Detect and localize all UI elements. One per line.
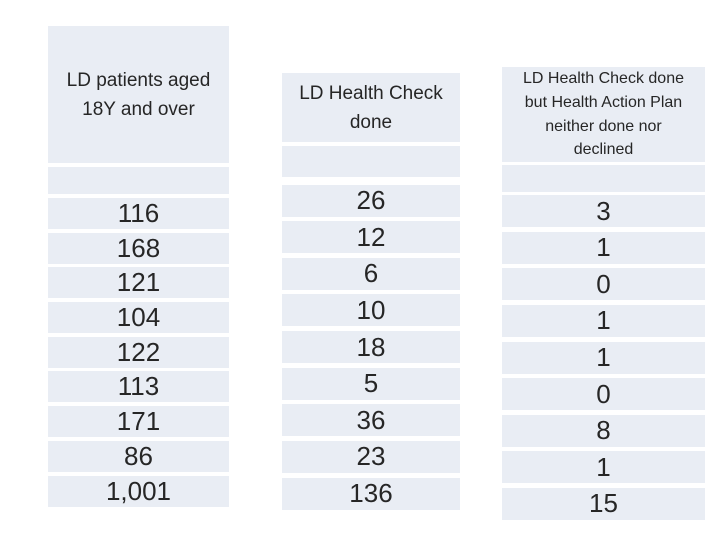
value-cell: 113 (48, 371, 229, 403)
empty-row (48, 167, 229, 194)
column-ld-health-check-done: LD Health Check done 26 12 6 10 18 5 36 … (282, 73, 460, 514)
value-cell: 5 (282, 367, 460, 400)
value-cell: 0 (502, 268, 705, 301)
value-cell: 6 (282, 257, 460, 290)
value-cell: 171 (48, 406, 229, 438)
value-cell: 1 (502, 231, 705, 264)
value-cell: 104 (48, 302, 229, 334)
empty-row (502, 165, 705, 192)
value-cell: 86 (48, 440, 229, 472)
value-cell: 12 (282, 221, 460, 254)
total-cell: 1,001 (48, 475, 229, 507)
value-cell: 26 (282, 184, 460, 217)
value-cell: 0 (502, 378, 705, 411)
value-cell: 116 (48, 198, 229, 229)
column-ld-hc-done-no-hap: LD Health Check done but Health Action P… (502, 67, 705, 525)
column-ld-patients-aged: LD patients aged 18Y and over 116 168 12… (48, 26, 229, 510)
value-cell: 168 (48, 232, 229, 264)
value-cell: 23 (282, 440, 460, 473)
value-cell: 1 (502, 341, 705, 374)
value-cell: 1 (502, 451, 705, 484)
total-cell: 136 (282, 477, 460, 510)
column-header: LD Health Check done (282, 73, 460, 142)
empty-row (282, 145, 460, 177)
value-cell: 1 (502, 304, 705, 337)
column-header: LD Health Check done but Health Action P… (502, 67, 705, 162)
value-cell: 122 (48, 336, 229, 368)
column-header: LD patients aged 18Y and over (48, 26, 229, 163)
value-cell: 10 (282, 294, 460, 327)
total-cell: 15 (502, 487, 705, 520)
value-cell: 18 (282, 331, 460, 364)
value-cell: 8 (502, 414, 705, 447)
value-cell: 3 (502, 195, 705, 228)
value-cell: 36 (282, 404, 460, 437)
value-cell: 121 (48, 267, 229, 299)
